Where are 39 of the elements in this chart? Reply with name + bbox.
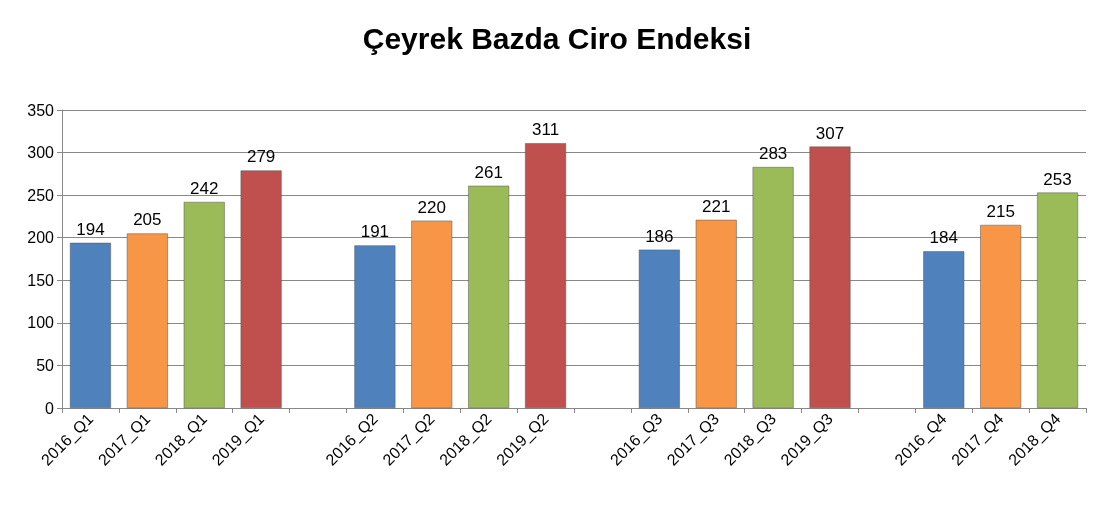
bar [1037, 192, 1079, 408]
bar [411, 220, 453, 408]
bar [240, 170, 282, 408]
bar [695, 219, 737, 408]
y-tick-label: 350 [27, 101, 55, 119]
bar [980, 224, 1022, 408]
data-label: 307 [815, 123, 845, 143]
data-label: 261 [474, 162, 503, 182]
y-tick-label: 50 [36, 356, 55, 374]
bar [809, 146, 851, 408]
y-tick-label: 0 [45, 399, 55, 417]
data-label: 205 [133, 210, 162, 230]
data-label: 283 [758, 144, 788, 164]
data-label: 279 [246, 147, 276, 167]
data-label: 194 [76, 219, 105, 239]
data-label: 220 [417, 197, 446, 217]
bar [525, 143, 567, 408]
bar [183, 201, 225, 408]
data-label: 215 [986, 201, 1015, 221]
data-label: 184 [929, 228, 958, 248]
chart-title: Çeyrek Bazda Ciro Endeksi [362, 21, 752, 55]
bar [638, 249, 680, 408]
bar [69, 242, 111, 408]
y-tick-label: 250 [27, 186, 55, 204]
bar [752, 167, 794, 408]
data-label: 311 [532, 120, 560, 140]
data-label: 242 [190, 178, 219, 198]
y-tick-label: 150 [27, 271, 55, 289]
data-label: 186 [645, 226, 674, 246]
bar [126, 233, 168, 408]
y-tick-label: 200 [27, 229, 55, 247]
bar [923, 251, 965, 408]
bar [354, 245, 396, 408]
data-label: 191 [360, 222, 390, 242]
data-label: 253 [1043, 169, 1072, 189]
y-tick-label: 300 [27, 144, 55, 162]
y-tick-label: 100 [27, 314, 55, 332]
data-label: 221 [702, 196, 731, 216]
bar [468, 185, 510, 408]
